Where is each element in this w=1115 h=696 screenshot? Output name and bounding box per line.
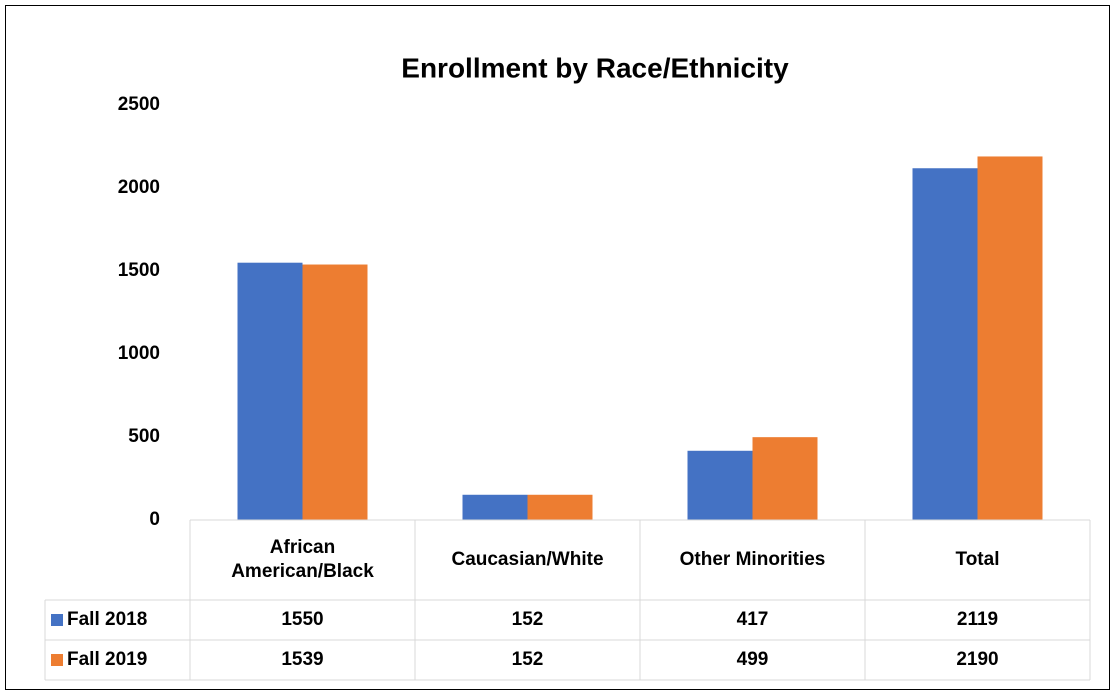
legend-entry: Fall 2018: [45, 600, 190, 640]
bar: [687, 450, 753, 520]
table-value: 2190: [956, 649, 999, 670]
chart-title: Enrollment by Race/Ethnicity: [401, 52, 789, 83]
bar: [912, 168, 978, 520]
legend-label: Fall 2019: [67, 649, 148, 670]
y-tick-label: 0: [149, 509, 160, 530]
bar: [302, 264, 368, 520]
category-label: Caucasian/White: [451, 549, 604, 570]
table-value: 1550: [281, 609, 324, 630]
y-tick-label: 2000: [118, 177, 160, 198]
category-label: African American/Black: [231, 537, 374, 582]
bar: [462, 494, 528, 520]
table-value: 417: [736, 609, 769, 630]
y-tick-label: 500: [128, 426, 160, 447]
table-value: 1539: [281, 649, 324, 670]
category-label: Other Minorities: [679, 549, 826, 570]
y-tick-label: 1000: [118, 343, 160, 364]
y-tick-label: 1500: [118, 260, 160, 281]
category-label: Total: [955, 549, 1000, 570]
bar: [752, 437, 818, 520]
table-value: 152: [511, 649, 544, 670]
legend-entry: Fall 2019: [45, 640, 190, 680]
legend-key: [51, 654, 63, 666]
bar: [977, 156, 1043, 520]
table-value: 2119: [956, 609, 999, 630]
bar: [527, 494, 593, 520]
legend-label: Fall 2018: [67, 609, 148, 630]
y-tick-label: 2500: [118, 94, 160, 115]
legend-key: [51, 614, 63, 626]
table-value: 499: [736, 649, 769, 670]
bar: [237, 262, 303, 520]
table-value: 152: [511, 609, 544, 630]
